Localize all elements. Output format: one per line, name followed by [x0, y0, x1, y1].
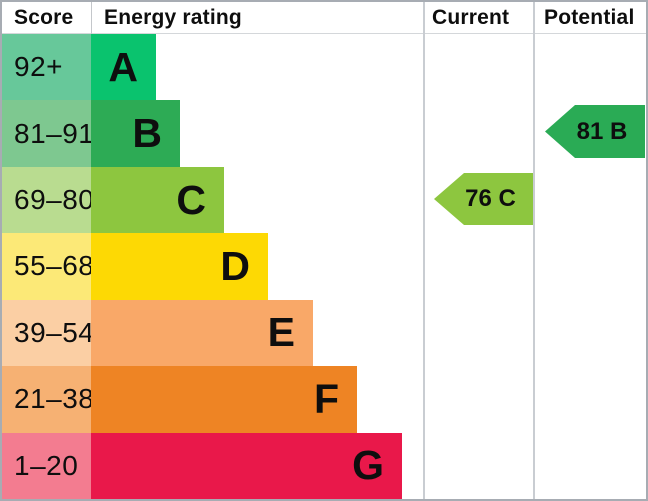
chart-header: Score Energy rating Current Potential: [2, 2, 646, 34]
divider-score-energy: [91, 2, 92, 34]
score-range-a: 92+: [2, 34, 91, 101]
divider-energy-current: [423, 2, 425, 499]
band-row-a: 92+ A: [2, 34, 646, 101]
rating-bar-g: G: [91, 432, 402, 499]
band-row-b: 81–91 B: [2, 100, 646, 167]
band-row-g: 1–20 G: [2, 432, 646, 499]
divider-current-potential: [533, 2, 535, 499]
rating-bar-e: E: [91, 299, 313, 367]
score-range-e: 39–54: [2, 299, 94, 367]
header-potential: Potential: [544, 5, 635, 29]
band-row-e: 39–54 E: [2, 299, 646, 367]
rating-bar-a: A: [91, 34, 156, 101]
band-row-f: 21–38 F: [2, 366, 646, 433]
rating-bar-c: C: [91, 166, 224, 234]
band-row-d: 55–68 D: [2, 233, 646, 300]
header-energy-rating: Energy rating: [104, 5, 242, 29]
score-range-g: 1–20: [2, 432, 91, 499]
rating-bar-d: D: [91, 233, 268, 300]
band-row-c: 69–80 C: [2, 166, 646, 234]
score-range-c: 69–80: [2, 166, 94, 234]
header-current: Current: [432, 5, 510, 29]
score-range-f: 21–38: [2, 366, 94, 433]
rating-bar-b: B: [91, 100, 180, 167]
header-score: Score: [14, 5, 74, 29]
band-rows: 92+ A 81–91 B 69–80 C 55–68 D 39–54 E 21…: [2, 34, 646, 499]
score-range-b: 81–91: [2, 100, 94, 167]
rating-bar-f: F: [91, 366, 357, 433]
score-range-d: 55–68: [2, 233, 94, 300]
